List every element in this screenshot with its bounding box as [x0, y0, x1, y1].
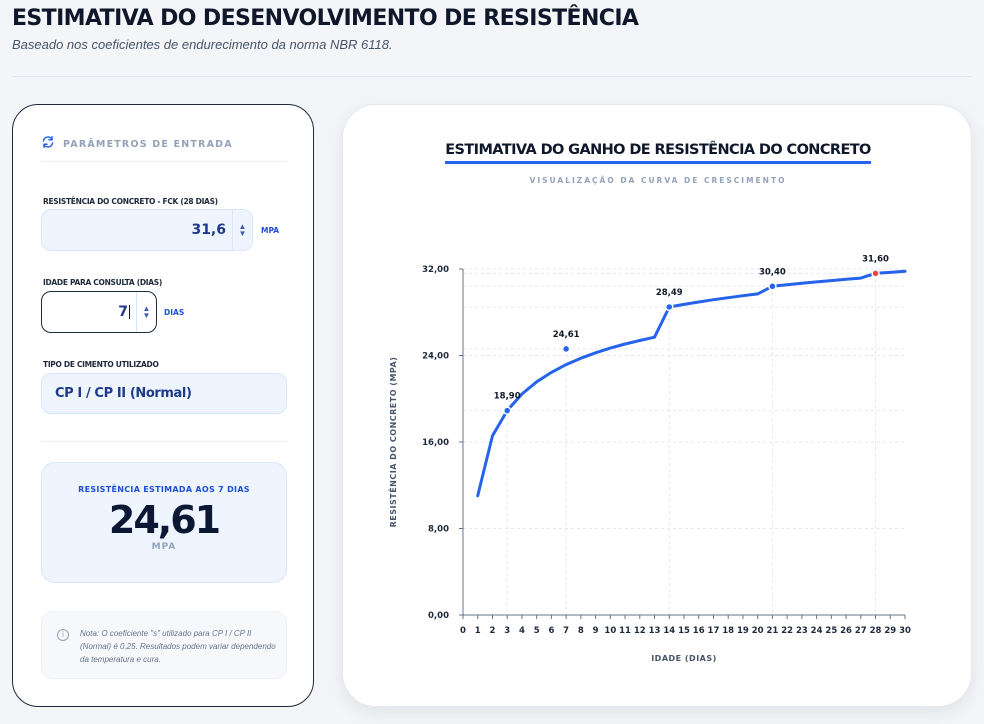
x-tick-label: 18 — [722, 626, 734, 636]
data-point — [561, 344, 571, 354]
x-tick-label: 26 — [840, 626, 852, 636]
x-tick-label: 4 — [519, 626, 525, 636]
x-tick-label: 6 — [548, 626, 554, 636]
data-point — [871, 269, 880, 278]
params-divider-top — [41, 161, 287, 162]
result-unit: MPA — [151, 542, 177, 552]
fck-label: RESISTÊNCIA DO CONCRETO - FCK (28 DIAS) — [43, 197, 218, 206]
y-tick-label: 8,00 — [428, 525, 449, 535]
params-panel: PARÂMETROS DE ENTRADA RESISTÊNCIA DO CON… — [12, 104, 314, 707]
x-tick-label: 25 — [825, 626, 837, 636]
series-line — [476, 269, 907, 498]
x-tick-label: 13 — [649, 626, 661, 636]
result-box: RESISTÊNCIA ESTIMADA AOS 7 DIAS 24,61 MP… — [41, 462, 287, 583]
y-tick-label: 32,00 — [422, 265, 449, 275]
spinner-arrows-icon[interactable]: ▲ ▼ — [136, 292, 156, 332]
age-input[interactable]: 7 ▲ ▼ — [41, 291, 157, 333]
x-tick-label: 19 — [737, 626, 749, 636]
x-tick-label: 8 — [578, 626, 584, 636]
data-label: 30,40 — [759, 267, 786, 277]
x-tick-label: 15 — [678, 626, 690, 636]
x-tick-label: 1 — [475, 626, 481, 636]
x-tick-label: 14 — [663, 626, 675, 636]
data-label: 18,90 — [494, 392, 521, 402]
spinner-arrows-icon[interactable]: ▲ ▼ — [232, 210, 252, 250]
x-tick-label: 30 — [899, 626, 911, 636]
age-value[interactable]: 7 — [118, 304, 128, 320]
note-text: Nota: O coeficiente "s" utilizado para C… — [80, 629, 276, 664]
info-icon: i — [57, 629, 69, 641]
params-header: PARÂMETROS DE ENTRADA — [41, 135, 233, 154]
data-label: 31,60 — [862, 254, 889, 264]
x-tick-label: 0 — [460, 626, 466, 636]
data-point — [768, 282, 777, 291]
x-tick-label: 28 — [870, 626, 882, 636]
x-tick-label: 22 — [781, 626, 793, 636]
text-caret — [129, 305, 130, 319]
x-tick-label: 23 — [796, 626, 808, 636]
data-label: 24,61 — [553, 330, 580, 340]
x-tick-label: 20 — [752, 626, 764, 636]
x-tick-label: 17 — [708, 626, 720, 636]
age-unit: DIAS — [164, 308, 185, 317]
note-box: i Nota: O coeficiente "s" utilizado para… — [41, 611, 287, 679]
y-axis-label: RESISTÊNCIA DO CONCRETO (MPA) — [387, 357, 398, 528]
page-title: ESTIMATIVA DO DESENVOLVIMENTO DE RESISTÊ… — [12, 6, 639, 31]
x-tick-label: 16 — [693, 626, 705, 636]
header-divider — [12, 76, 972, 77]
fck-input[interactable]: 31,6 ▲ ▼ — [41, 209, 253, 251]
x-tick-label: 5 — [534, 626, 540, 636]
chart-subtitle: VISUALIZAÇÃO DA CURVA DE CRESCIMENTO — [529, 176, 787, 185]
y-tick-label: 24,00 — [422, 352, 449, 362]
chart-card: ESTIMATIVA DO GANHO DE RESISTÊNCIA DO CO… — [342, 104, 972, 707]
x-axis-label: IDADE (DIAS) — [651, 654, 717, 663]
x-tick-label: 24 — [811, 626, 823, 636]
params-section-label: PARÂMETROS DE ENTRADA — [63, 139, 233, 150]
cement-label: TIPO DE CIMENTO UTILIZADO — [43, 360, 159, 369]
refresh-icon[interactable] — [41, 135, 55, 154]
cement-select[interactable]: CP I / CP II (Normal) — [41, 373, 287, 414]
data-label: 28,49 — [656, 288, 683, 298]
fck-value[interactable]: 31,6 — [191, 222, 226, 238]
data-point — [665, 302, 674, 312]
x-tick-label: 21 — [766, 626, 778, 636]
chart-title: ESTIMATIVA DO GANHO DE RESISTÊNCIA DO CO… — [445, 142, 871, 164]
x-tick-label: 27 — [855, 626, 867, 636]
x-tick-label: 10 — [604, 626, 616, 636]
x-tick-label: 12 — [634, 626, 646, 636]
x-tick-label: 29 — [884, 626, 896, 636]
x-tick-label: 9 — [593, 626, 599, 636]
result-label: RESISTÊNCIA ESTIMADA AOS 7 DIAS — [78, 485, 250, 494]
y-tick-label: 16,00 — [422, 438, 449, 448]
x-tick-label: 2 — [490, 626, 496, 636]
x-tick-label: 7 — [563, 626, 569, 636]
x-tick-label: 11 — [619, 626, 631, 636]
age-label: IDADE PARA CONSULTA (DIAS) — [43, 278, 162, 287]
result-value: 24,61 — [108, 498, 221, 542]
page-subtitle: Baseado nos coeficientes de endureciment… — [12, 37, 393, 52]
page-header: ESTIMATIVA DO DESENVOLVIMENTO DE RESISTÊ… — [12, 6, 639, 52]
params-divider-bottom — [41, 441, 287, 442]
data-point — [502, 406, 512, 415]
x-tick-label: 3 — [504, 626, 510, 636]
fck-unit: MPA — [261, 226, 280, 235]
y-tick-label: 0,00 — [428, 611, 449, 621]
